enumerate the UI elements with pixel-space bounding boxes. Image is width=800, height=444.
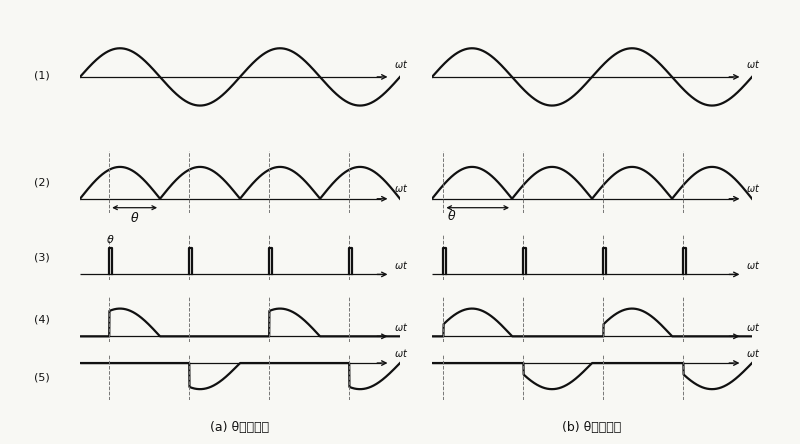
Text: (3): (3) xyxy=(34,253,50,262)
Text: $\theta$: $\theta$ xyxy=(106,233,115,245)
Text: $\omega t$: $\omega t$ xyxy=(394,182,408,194)
Text: $\omega t$: $\omega t$ xyxy=(394,259,408,271)
Text: $\omega t$: $\omega t$ xyxy=(394,321,408,333)
Text: (5): (5) xyxy=(34,373,50,382)
Text: $\omega t$: $\omega t$ xyxy=(746,259,760,271)
Text: $\omega t$: $\omega t$ xyxy=(746,348,760,360)
Text: $\omega t$: $\omega t$ xyxy=(394,58,408,70)
Text: $\omega t$: $\omega t$ xyxy=(746,58,760,70)
Text: (4): (4) xyxy=(34,315,50,325)
Text: $\omega t$: $\omega t$ xyxy=(746,182,760,194)
Text: (2): (2) xyxy=(34,177,50,187)
Text: (b) θ角较小时: (b) θ角较小时 xyxy=(562,420,622,434)
Text: $\omega t$: $\omega t$ xyxy=(394,348,408,360)
Text: (a) θ角较大时: (a) θ角较大时 xyxy=(210,420,270,434)
Text: $\theta$: $\theta$ xyxy=(447,209,457,223)
Text: (1): (1) xyxy=(34,71,50,80)
Text: $\omega t$: $\omega t$ xyxy=(746,321,760,333)
Text: $\theta$: $\theta$ xyxy=(130,211,139,225)
